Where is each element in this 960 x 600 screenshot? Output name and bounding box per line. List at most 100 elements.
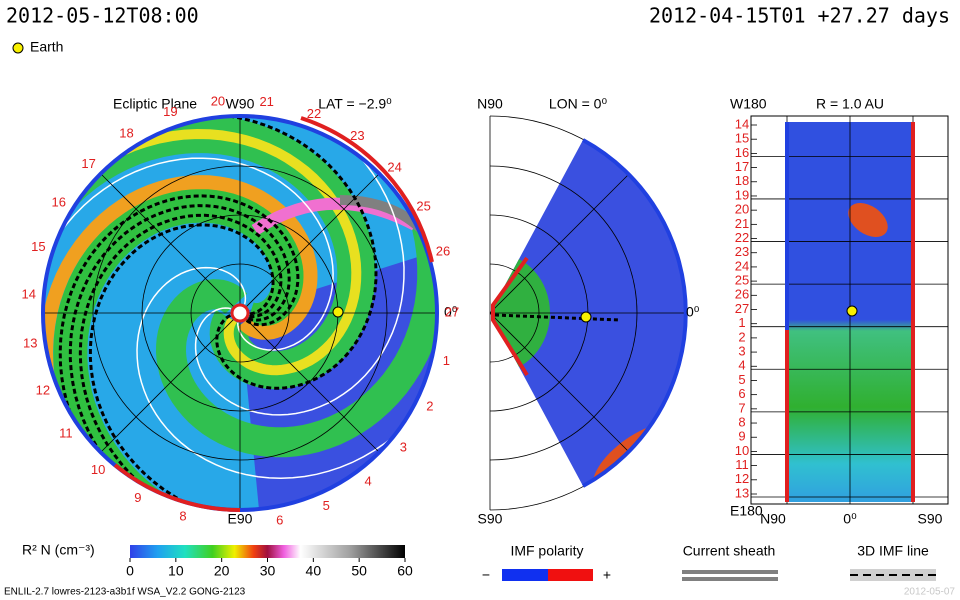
colorbar-tick-label: 10	[168, 563, 184, 579]
day-label: 4	[365, 473, 372, 488]
sheath-title: Current sheath	[683, 543, 776, 559]
imf-plus: +	[603, 567, 611, 583]
day-label: 14	[22, 287, 36, 302]
footer-date: 2012-05-07	[904, 587, 956, 598]
day-label: 19	[735, 187, 749, 202]
day-label: 22	[307, 106, 321, 121]
day-label: 5	[323, 498, 330, 513]
day-label: 12	[735, 471, 749, 486]
sheath-line	[136, 266, 437, 479]
sim-time: 2012-05-12T08:00	[6, 4, 199, 28]
day-label: 23	[735, 244, 749, 259]
day-label: 18	[735, 173, 749, 188]
colorbar-tick-label: 40	[306, 563, 322, 579]
day-label: 21	[259, 94, 273, 109]
axis-bottom: E90	[228, 511, 253, 527]
earth-marker	[332, 306, 344, 318]
day-label: 24	[735, 258, 749, 273]
day-label: 26	[436, 243, 450, 258]
day-label: 15	[735, 131, 749, 146]
imf-negative	[502, 569, 548, 581]
day-label: 4	[738, 358, 745, 373]
density-arm	[43, 175, 318, 510]
imf-line	[88, 223, 357, 510]
meridional-border	[582, 138, 688, 488]
ref-time: 2012-04-15T01 +27.27 days	[649, 4, 950, 28]
day-label: 26	[735, 287, 749, 302]
sun	[230, 303, 250, 323]
day-label: 24	[387, 159, 401, 174]
colorbar-tick-label: 20	[214, 563, 230, 579]
axis-right: 0⁰	[686, 304, 700, 320]
polarity-arc	[113, 463, 241, 512]
axis-top: N90	[477, 96, 503, 112]
imf-line	[62, 116, 378, 390]
day-label: 13	[23, 335, 37, 350]
imf-line	[58, 194, 300, 510]
day-label: 17	[735, 159, 749, 174]
day-label: 17	[81, 156, 95, 171]
day-label: 27	[445, 304, 459, 319]
day-label: 16	[735, 145, 749, 160]
axis-right: 0⁰	[444, 304, 458, 320]
day-label: 8	[179, 509, 186, 524]
x-label: 0⁰	[843, 511, 857, 527]
density-arm	[43, 128, 362, 376]
day-label: 7	[738, 400, 745, 415]
day-label: 10	[735, 443, 749, 458]
meridional-plot	[490, 140, 686, 486]
imf-positive	[548, 569, 593, 581]
imf-line-title: 3D IMF line	[857, 543, 929, 559]
longitude: LON = 0⁰	[549, 96, 608, 112]
axis-bottom: E180	[730, 503, 763, 519]
day-label: 14	[735, 116, 749, 131]
day-label: 22	[735, 230, 749, 245]
radial-feature	[848, 202, 888, 238]
axis-top: W180	[730, 96, 767, 112]
day-label: 3	[738, 344, 745, 359]
day-label: 25	[416, 199, 430, 214]
imf-title: IMF polarity	[510, 543, 583, 559]
colorbar-label: R² N (cm⁻³)	[22, 542, 95, 558]
footer-model: ENLIL-2.7 lowres-2123-a3b1f WSA_V2.2 GON…	[4, 587, 246, 598]
day-label: 2	[426, 399, 433, 414]
day-label: 13	[735, 485, 749, 500]
colorbar-tick-label: 0	[126, 563, 134, 579]
earth-marker	[580, 311, 592, 323]
day-label: 9	[134, 490, 141, 505]
imf-line	[78, 213, 304, 510]
day-label: 5	[738, 372, 745, 387]
day-label: 20	[211, 94, 225, 109]
colorbar-tick-label: 60	[397, 563, 413, 579]
day-label: 23	[350, 128, 364, 143]
day-label: 9	[738, 429, 745, 444]
colorbar	[130, 545, 405, 558]
earth-label: Earth	[30, 39, 63, 55]
day-label: 15	[31, 239, 45, 254]
day-label: 12	[36, 382, 50, 397]
sheath-line	[682, 577, 778, 581]
day-label: 18	[119, 125, 133, 140]
day-label: 11	[59, 425, 73, 440]
radius: R = 1.0 AU	[816, 96, 884, 112]
x-label: N90	[760, 511, 786, 527]
sheath-line	[194, 116, 405, 416]
day-label: 10	[91, 462, 105, 477]
ecliptic-title: Ecliptic Plane	[113, 96, 197, 112]
polarity-arc	[300, 116, 434, 263]
day-label: 3	[400, 440, 407, 455]
day-label: 19	[163, 104, 177, 119]
day-label: 1	[443, 353, 450, 368]
day-label: 6	[276, 513, 283, 528]
polarity-edge	[491, 256, 529, 377]
colorbar-tick-label: 50	[351, 563, 367, 579]
day-label: 21	[735, 216, 749, 231]
radial-frame	[750, 115, 949, 505]
day-label: 20	[735, 202, 749, 217]
imf-line	[68, 204, 291, 510]
imf-minus: −	[482, 567, 490, 583]
density-arm	[155, 116, 437, 458]
x-label: S90	[918, 511, 943, 527]
day-label: 6	[738, 386, 745, 401]
